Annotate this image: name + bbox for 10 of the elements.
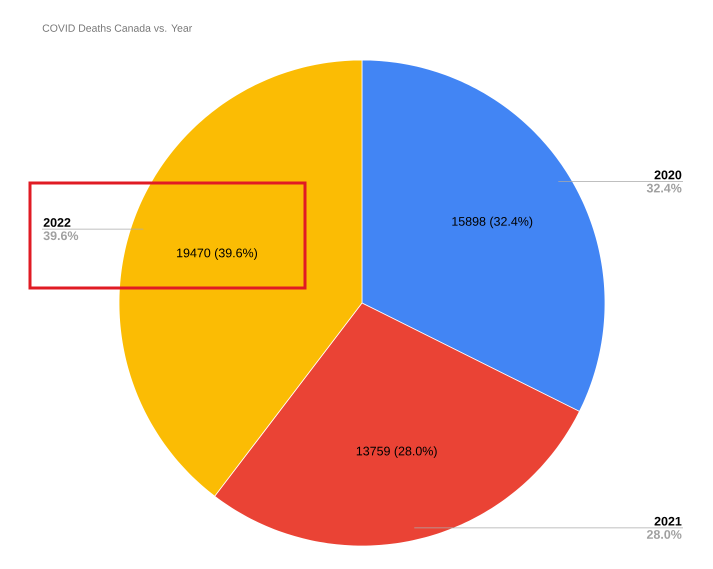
data-label: 19470 (39.6%) [177,248,258,260]
text: 39.6% [43,231,78,240]
data-label: 15898 (32.4%) [452,216,532,228]
data-label: 13759 (28.0%) [356,446,437,458]
slice-label: 2020 [654,170,682,180]
text: 32.4% [646,184,682,193]
text: 28.0% [646,530,682,539]
slice-label: 2022 [44,218,70,227]
chart-title: COVID Deaths Canada vs. Year [42,24,192,32]
slice-label: 2021 [654,516,682,526]
